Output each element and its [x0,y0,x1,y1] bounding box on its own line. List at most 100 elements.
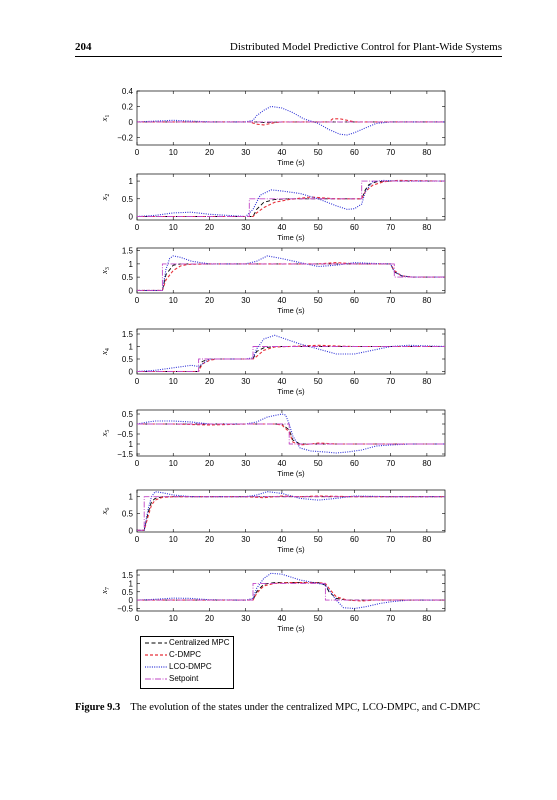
x-tick-label: 50 [314,148,323,157]
axes-frame-6 [136,489,446,533]
y-label-symbol: x [99,590,109,595]
x-tick-label: 20 [205,296,214,305]
series-line-lco-dmpc [136,572,445,610]
legend-label: Centralized MPC [169,638,230,647]
x-axis-label: Time (s) [277,233,305,242]
legend-label: LCO-DMPC [169,662,212,671]
x-tick-label: 60 [350,223,359,232]
x-tick-label: 10 [169,459,178,468]
y-label-subscript: 7 [105,587,111,590]
x-tick-label: 0 [135,296,140,305]
caption-text: The evolution of the states under the ce… [130,702,480,713]
y-axis-label: x7 [99,587,111,595]
x-axis-label: Time (s) [277,158,305,167]
x-tick-label: 0 [135,459,140,468]
x-tick-label: 50 [314,377,323,386]
legend-item-centralized-mpc: Centralized MPC [141,637,233,649]
x-tick-label: 0 [135,377,140,386]
series-line-setpoint [137,263,445,291]
x-tick-label: 10 [169,296,178,305]
x-tick-label: 20 [205,614,214,623]
y-axis-label: x2 [99,194,111,202]
x-axis-label: Time (s) [277,306,305,315]
figure-caption: Figure 9.3 The evolution of the states un… [75,702,505,713]
y-tick-label: 0 [129,118,134,127]
y-label-subscript: 6 [105,508,111,511]
y-tick-label: 0 [129,420,134,429]
y-tick-label: 1 [129,579,134,588]
y-label-symbol: x [99,432,109,437]
x-tick-label: 70 [386,377,395,386]
x-tick-label: 40 [277,377,286,386]
axes-frame-5 [136,409,446,457]
x-tick-label: 10 [169,614,178,623]
x-tick-label: 30 [241,459,250,468]
x-tick-label: 30 [241,296,250,305]
series-line-lco-dmpc [136,105,445,136]
series-line-setpoint [137,496,445,531]
y-tick-label: 1.5 [122,330,134,339]
series-line-c-dmpc [137,495,445,531]
legend-item-c-dmpc: C-DMPC [141,649,233,661]
chart-legend: Centralized MPC C-DMPC LCO-DMPC Setpoint [140,636,234,689]
axes-frame-2 [136,173,446,221]
x-tick-label: 80 [422,459,431,468]
x-tick-label: 10 [169,535,178,544]
y-axis-label: x5 [99,430,111,438]
x-tick-label: 60 [350,148,359,157]
x-tick-label: 40 [277,148,286,157]
x-tick-label: 70 [386,296,395,305]
legend-label: C-DMPC [169,650,201,659]
x-tick-label: 50 [314,614,323,623]
y-tick-label: 0.5 [122,195,134,204]
x-tick-label: 0 [135,535,140,544]
x-tick-label: 20 [205,148,214,157]
axes-frame-7 [136,569,446,612]
x-axis-label: Time (s) [277,469,305,478]
series-line-lco-dmpc [136,413,445,454]
series-line-lco-dmpc [136,334,446,373]
x-tick-label: 80 [422,223,431,232]
x-tick-label: 60 [350,459,359,468]
series-line-setpoint [137,180,445,217]
y-axis-label: x1 [99,115,111,123]
x-tick-label: 70 [386,148,395,157]
x-tick-label: 70 [386,459,395,468]
x-tick-label: 20 [205,223,214,232]
series-line-lco-dmpc [137,491,445,531]
y-axis-label: x6 [99,508,111,516]
x-tick-label: 30 [241,223,250,232]
y-tick-label: −0.5 [117,430,133,439]
x-tick-label: 60 [350,535,359,544]
x-axis-label: Time (s) [277,624,305,633]
x-tick-label: 30 [241,377,250,386]
y-tick-label: 0.5 [122,273,134,282]
y-label-subscript: 5 [105,430,111,433]
x-tick-label: 70 [386,614,395,623]
x-tick-label: 40 [277,614,286,623]
y-tick-label: 0 [129,286,134,295]
x-tick-label: 80 [422,148,431,157]
x-tick-label: 30 [241,614,250,623]
series-line-centralized-mpc [137,346,445,372]
x-tick-label: 30 [241,535,250,544]
series-line-setpoint [137,582,445,601]
page-number: 204 [75,41,92,53]
running-header: 204 Distributed Model Predictive Control… [75,40,502,57]
x-tick-label: 40 [277,459,286,468]
x-tick-label: 60 [350,614,359,623]
x-tick-label: 30 [241,148,250,157]
x-tick-label: 60 [350,377,359,386]
x-tick-label: 40 [277,535,286,544]
y-tick-label: 1 [129,260,134,269]
x-tick-label: 50 [314,459,323,468]
axes-frame-4 [136,328,446,375]
x-tick-label: 50 [314,223,323,232]
series-line-centralized-mpc [137,496,445,531]
y-tick-label: 1.5 [122,571,134,580]
x-tick-label: 60 [350,296,359,305]
y-label-subscript: 1 [105,115,111,118]
x-tick-label: 10 [169,223,178,232]
x-tick-label: 10 [169,377,178,386]
x-axis-label: Time (s) [277,545,305,554]
